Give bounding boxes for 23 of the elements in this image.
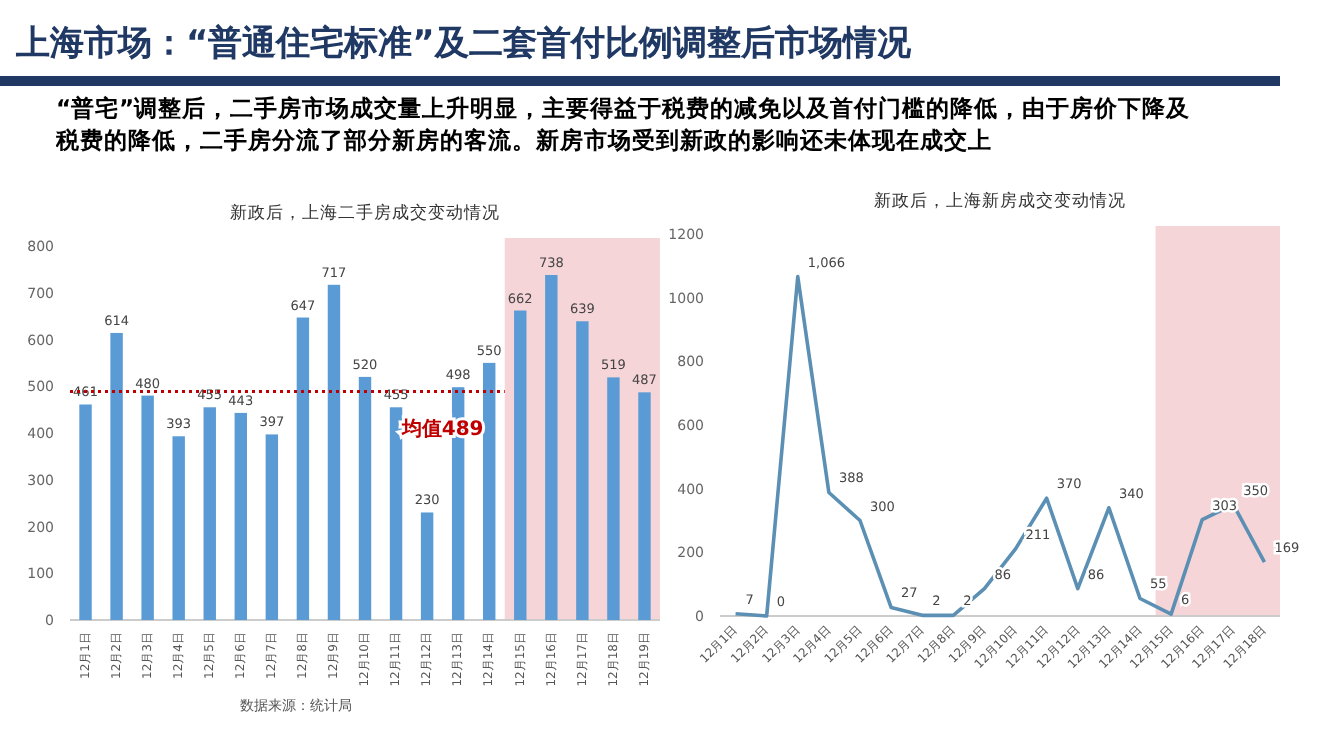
bar	[79, 404, 92, 620]
bar	[203, 407, 216, 620]
bar	[483, 362, 496, 620]
bar	[607, 377, 620, 620]
bar	[141, 395, 154, 620]
bar	[110, 332, 123, 620]
bar	[576, 321, 589, 620]
bar	[172, 436, 185, 620]
bar	[358, 376, 372, 620]
chart-title: 新政后，上海新房成交变动情况	[874, 190, 1126, 212]
bar	[638, 392, 651, 620]
line-series	[733, 274, 1267, 618]
chart-title: 新政后，上海二手房成交变动情况	[230, 202, 500, 224]
text: 上海市场：“普通住宅标准”及二套首付比例调整后市场情况	[14, 22, 913, 64]
bar	[296, 317, 310, 620]
bar	[265, 434, 279, 620]
bar	[514, 310, 527, 620]
bar	[420, 512, 434, 620]
bar	[389, 407, 403, 620]
bar	[234, 412, 247, 620]
bar	[327, 284, 341, 620]
bar	[545, 274, 558, 620]
text: “普宅”调整后，二手房市场成交量上升明显，主要得益于税费的减免以及首付门槛的降低，由于房价下降及税费的降低，二手房分流了部分新房的客流。新房市场受到新政的影响还未体现在成交上	[56, 92, 1193, 156]
